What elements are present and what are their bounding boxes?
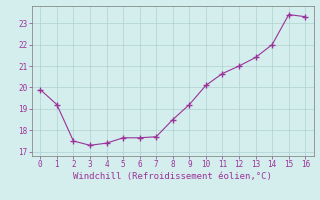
X-axis label: Windchill (Refroidissement éolien,°C): Windchill (Refroidissement éolien,°C) [73,172,272,181]
